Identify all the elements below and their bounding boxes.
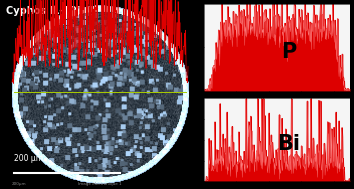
Text: 200μm: 200μm (12, 182, 27, 186)
Text: Cyphos IL-101: Cyphos IL-101 (6, 6, 84, 16)
Text: P: P (281, 42, 296, 62)
Text: Image électronique 1: Image électronique 1 (78, 182, 122, 186)
Text: 200 μm: 200 μm (14, 154, 43, 163)
X-axis label: P kal: P kal (271, 98, 283, 103)
Text: Bi: Bi (277, 134, 300, 154)
